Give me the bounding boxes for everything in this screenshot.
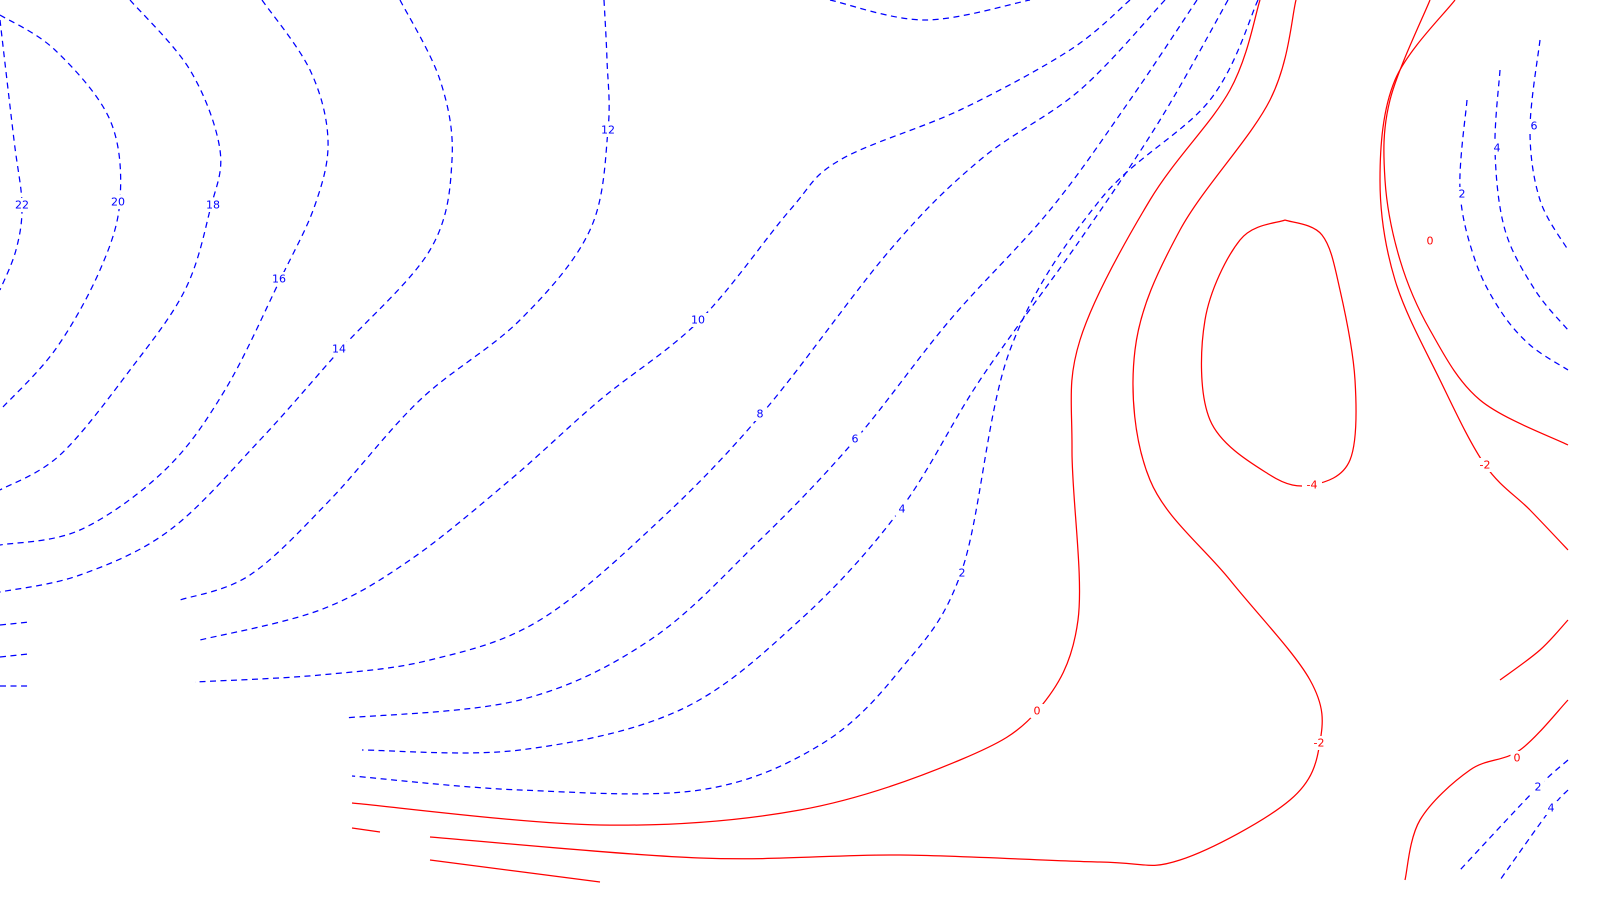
contour-label-background (329, 342, 349, 356)
contour-label: 4 (1544, 801, 1558, 815)
contour-lines (0, 0, 1569, 883)
contour-line-level-4 (1499, 789, 1569, 881)
contour-line-level-2 (351, 0, 1259, 795)
contour-line-level-22 (0, 19, 23, 291)
contour-line-level-6 (344, 0, 1198, 719)
contour-label-text: 18 (206, 199, 220, 212)
contour-line-level-0 (1404, 699, 1569, 881)
contour-label: 0 (1510, 751, 1524, 765)
contour-label-text: 4 (899, 503, 906, 516)
contour-line-level-minus-2 (429, 859, 601, 883)
contour-label-background (1510, 751, 1524, 765)
contour-label: 6 (848, 432, 862, 446)
contour-line-level-0 (1383, 0, 1569, 446)
contour-line-level-20 (0, 14, 122, 411)
contour-line-level-12 (179, 0, 610, 601)
contour-label-text: -2 (1480, 459, 1491, 472)
contour-label-background (12, 198, 32, 212)
contour-label-text: 0 (1514, 752, 1521, 765)
contour-label-text: 8 (757, 408, 764, 421)
contour-label: -2 (1475, 458, 1495, 472)
contour-label-background (1455, 187, 1469, 201)
contour-line-level-minus-4 (1200, 219, 1357, 487)
contour-label-text: 10 (691, 314, 705, 327)
contour-line-level-minus-2 (1499, 619, 1569, 681)
contour-line-level-18 (0, 0, 222, 491)
contour-label: 12 (598, 123, 618, 137)
contour-line-level-minus-2 (1379, 0, 1569, 551)
contour-label: 10 (688, 313, 708, 327)
contour-label-text: 22 (15, 199, 29, 212)
contour-label-background (1309, 736, 1329, 750)
contour-label: 18 (203, 198, 223, 212)
contour-label-text: 20 (111, 196, 125, 209)
contour-label-background (269, 272, 289, 286)
contour-label-text: 14 (332, 343, 346, 356)
contour-label: 22 (12, 198, 32, 212)
contour-label-background (108, 195, 128, 209)
contour-line-level-10 (829, 0, 1031, 21)
contour-label-background (1302, 478, 1322, 492)
contour-label-background (1423, 234, 1437, 248)
contour-line-level-10 (0, 621, 31, 626)
contour-line-level-16 (0, 0, 329, 546)
contour-line-level-8 (0, 653, 29, 658)
contour-label-background (1490, 141, 1504, 155)
contour-label-text: 2 (1535, 781, 1542, 794)
contour-line-level-4 (361, 0, 1229, 754)
contour-label-background (895, 502, 909, 516)
contour-line-level-10 (199, 0, 1131, 641)
contour-label: -2 (1309, 736, 1329, 750)
contour-label-background (1544, 801, 1558, 815)
contour-line-level-14 (0, 0, 453, 593)
contour-label: -4 (1302, 478, 1322, 492)
contour-label-background (955, 566, 969, 580)
contour-label-background (1531, 780, 1545, 794)
contour-label: 4 (895, 502, 909, 516)
contour-line-level-4 (1494, 69, 1569, 331)
contour-label: 6 (1527, 119, 1541, 133)
contour-label: 16 (269, 272, 289, 286)
contour-label-text: 0 (1034, 705, 1041, 718)
contour-label-background (1527, 119, 1541, 133)
contour-label-background (1030, 704, 1044, 718)
contour-label-text: 2 (959, 567, 966, 580)
contour-label: 0 (1030, 704, 1044, 718)
contour-label-background (598, 123, 618, 137)
contour-line-level-0 (351, 0, 1261, 826)
contour-label-background (203, 198, 223, 212)
contour-label-text: 16 (272, 273, 286, 286)
contour-label-text: 0 (1427, 235, 1434, 248)
contour-line-level-6 (1529, 39, 1569, 251)
contour-label: 8 (753, 407, 767, 421)
contour-label-text: 6 (1531, 120, 1538, 133)
contour-label: 14 (329, 342, 349, 356)
contour-line-level-2 (1459, 99, 1569, 371)
contour-label-background (848, 432, 862, 446)
contour-label: 2 (1531, 780, 1545, 794)
contour-label: 4 (1490, 141, 1504, 155)
contour-line-level-minus-2 (351, 827, 381, 833)
contour-label-background (1475, 458, 1495, 472)
contour-label-text: 6 (852, 433, 859, 446)
contour-label-background (753, 407, 767, 421)
contour-label-text: 2 (1459, 188, 1466, 201)
contour-label: 2 (1455, 187, 1469, 201)
contour-label-text: -4 (1307, 479, 1318, 492)
contour-label-text: 4 (1548, 802, 1555, 815)
contour-line-level-8 (194, 0, 1166, 683)
contour-label-text: -2 (1314, 737, 1325, 750)
contour-label-background (688, 313, 708, 327)
contour-label-text: 12 (601, 124, 615, 137)
contour-line-level-minus-2 (429, 0, 1323, 867)
contour-label: 2 (955, 566, 969, 580)
contour-label: 20 (108, 195, 128, 209)
contour-label-text: 4 (1494, 142, 1501, 155)
contour-label: 0 (1423, 234, 1437, 248)
